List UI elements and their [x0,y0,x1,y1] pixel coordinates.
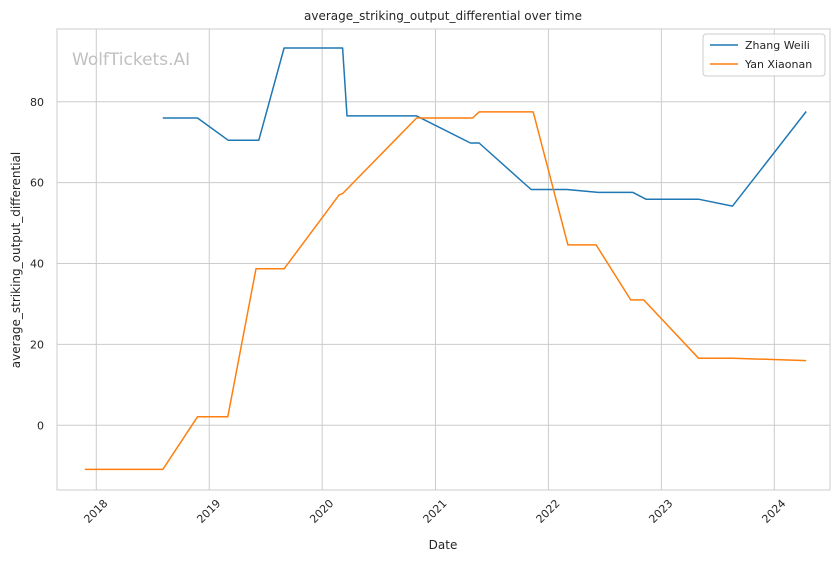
legend-label-zhang-weili: Zhang Weili [745,39,810,52]
plot-frame [56,28,831,491]
legend-label-yan-xiaonan: Yan Xiaonan [744,58,812,71]
y-tick-label: 0 [37,419,44,432]
chart-title: average_striking_output_differential ove… [304,9,582,23]
y-tick-label: 40 [30,258,44,271]
x-axis-label: Date [429,538,458,552]
series-lines [84,47,807,471]
watermark: WolfTickets.AI [72,50,190,70]
y-tick-label: 20 [30,338,44,351]
series-line-zhang-weili [162,47,807,207]
y-axis-label: average_striking_output_differential [9,152,23,368]
y-tick-label: 80 [30,96,44,109]
grid [57,29,830,490]
series-line-yan-xiaonan [84,111,807,471]
legend: Zhang Weili Yan Xiaonan [702,33,826,77]
y-tick-label: 60 [30,177,44,190]
